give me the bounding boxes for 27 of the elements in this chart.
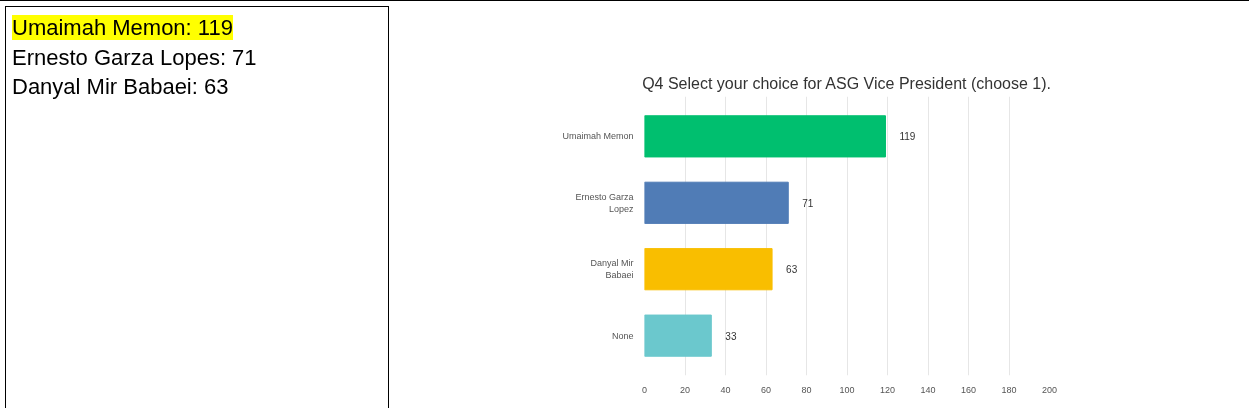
x-tick-label: 200 <box>1041 384 1058 395</box>
x-tick-label: 160 <box>960 384 977 395</box>
x-tick-label: 0 <box>642 384 648 395</box>
x-tick-label: 20 <box>679 384 691 395</box>
y-tick-label: Danyal Mir Babaei <box>590 258 634 281</box>
x-tick-label: 120 <box>879 384 896 395</box>
data-label: 63 <box>786 264 798 276</box>
x-tick-label: 80 <box>801 384 812 395</box>
data-label: 119 <box>899 131 916 143</box>
y-tick-label: Ernesto Garza Lopez <box>575 191 634 214</box>
bar <box>644 314 712 357</box>
x-tick-label: 140 <box>920 384 936 395</box>
x-tick-label: 40 <box>720 384 731 395</box>
x-tick-label: 180 <box>1001 384 1017 395</box>
text: Ernesto Garza Lopes: 71 <box>12 43 257 72</box>
data-label: 71 <box>802 197 814 209</box>
y-tick-label: Umaimah Memon <box>562 131 634 142</box>
bar <box>644 115 886 158</box>
y-tick-label: None <box>611 330 634 341</box>
chart-title: Q4 Select your choice for ASG Vice President (choose 1). <box>642 74 1051 92</box>
data-label: 33 <box>725 330 737 342</box>
x-tick-label: 100 <box>839 384 855 395</box>
bar <box>644 181 789 224</box>
text: Umaimah Memon: 119 <box>12 15 233 40</box>
text: Danyal Mir Babaei: 63 <box>12 73 230 102</box>
x-tick-label: 60 <box>760 384 772 395</box>
bar <box>644 248 773 291</box>
